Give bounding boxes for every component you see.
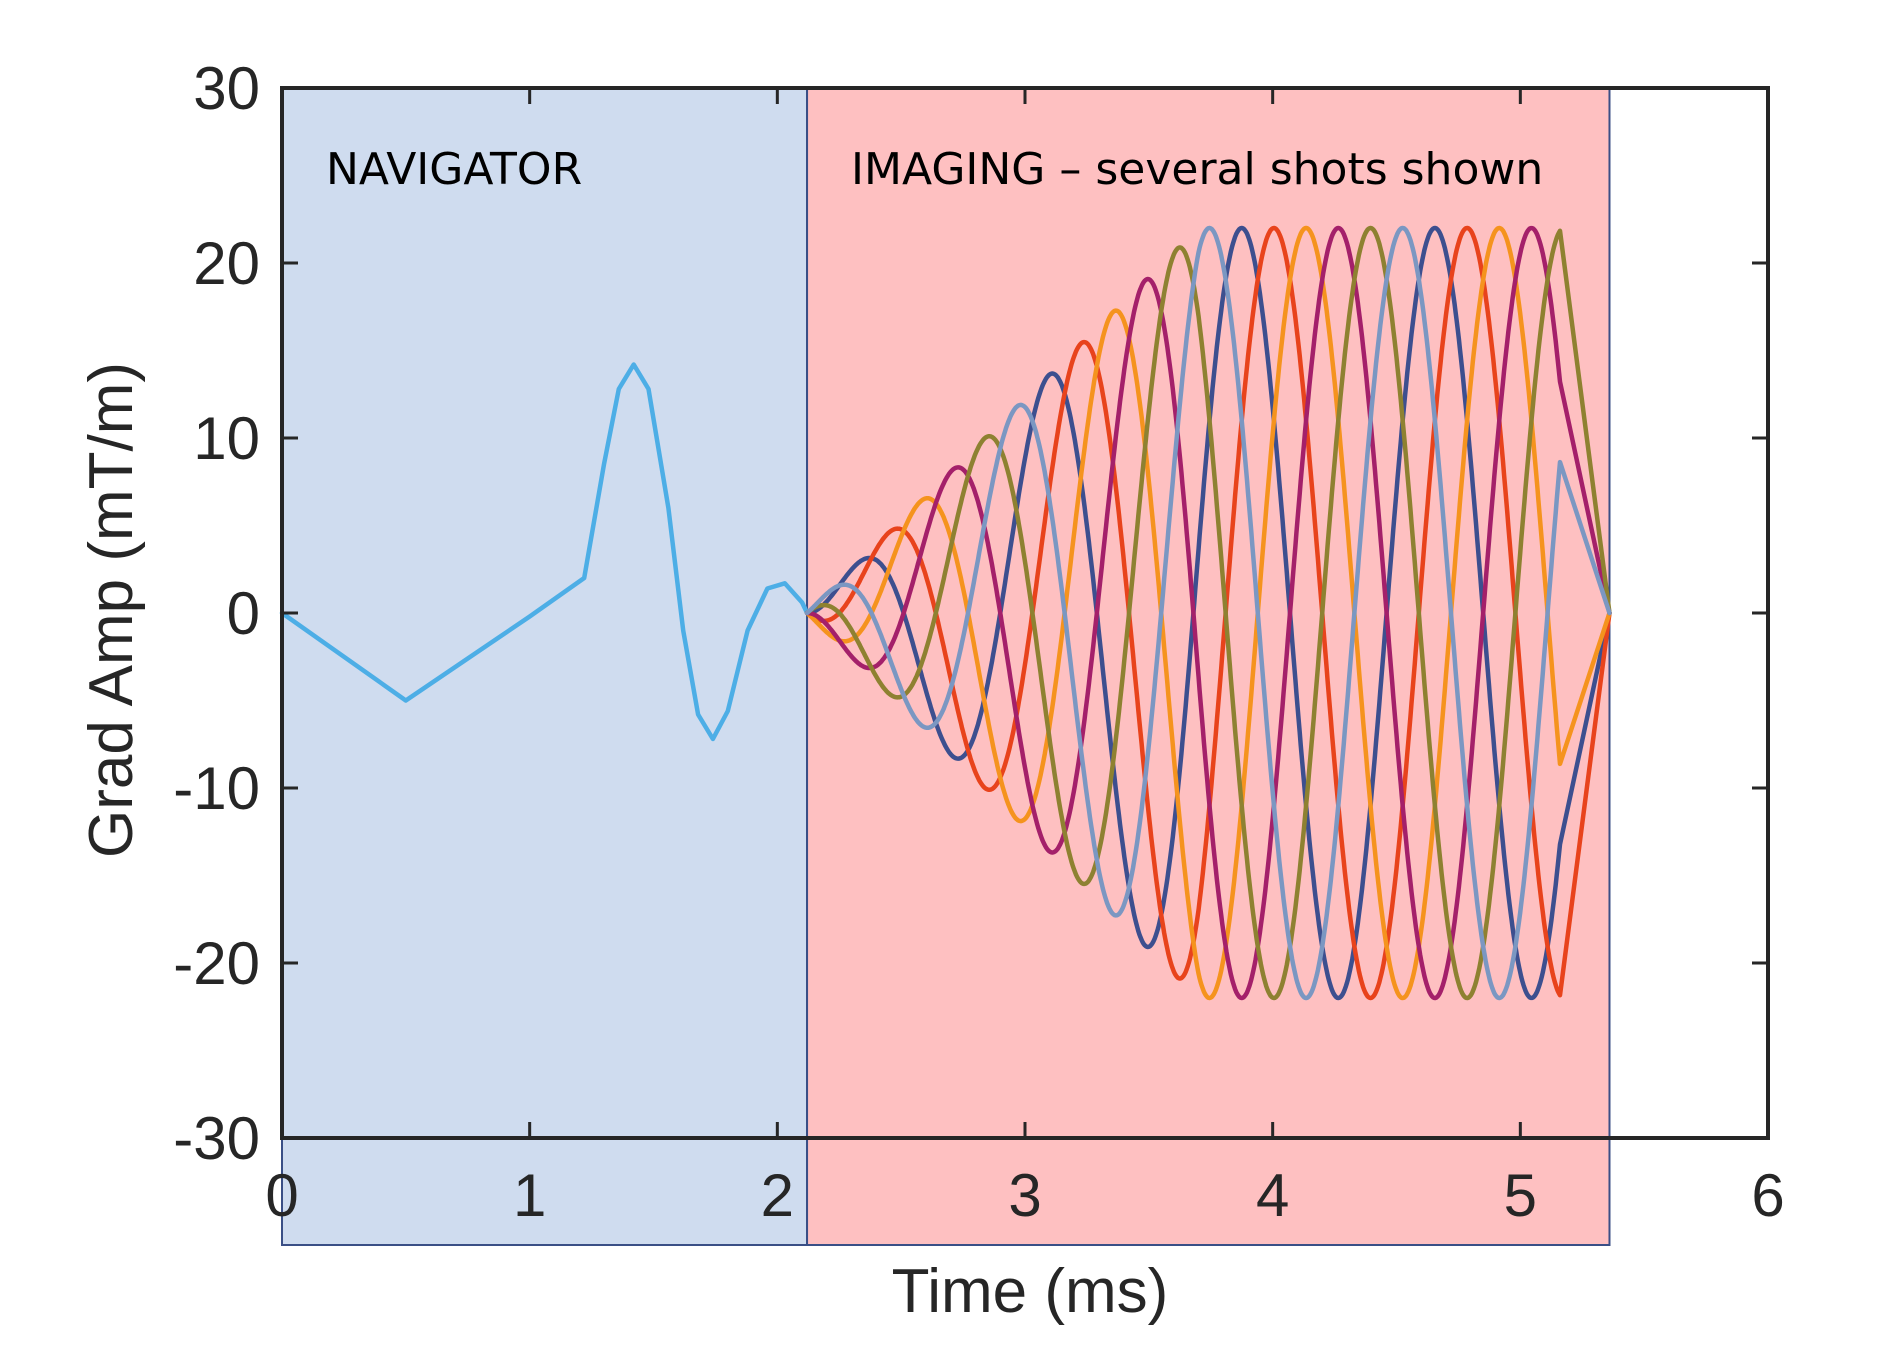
labels-layer: Time (ms) Grad Amp (mT/m) NAVIGATOR IMAGI… (77, 144, 1543, 1326)
regions-layer (281, 87, 1611, 1246)
x-tick-label: 4 (1256, 1162, 1289, 1229)
x-axis-label: Time (ms) (892, 1257, 1169, 1326)
imaging-shot-1-line (804, 225, 1612, 1001)
y-axis-label: Grad Amp (mT/m) (77, 362, 146, 858)
imaging-shot-5-line (804, 225, 1612, 1001)
region-label-navigator: NAVIGATOR (326, 144, 582, 195)
region-imaging (806, 87, 1611, 1246)
axes-layer: 0 1 2 3 4 5 6 -30 -20 -10 0 10 20 30 (173, 55, 1784, 1229)
imaging-shot-4-line (804, 225, 1612, 1001)
x-tick-label: 1 (513, 1162, 546, 1229)
y-tick-label: 20 (193, 230, 260, 297)
x-tick-label: 3 (1008, 1162, 1041, 1229)
x-tick-label: 0 (265, 1162, 298, 1229)
region-navigator (281, 87, 809, 1246)
x-tick-label: 2 (761, 1162, 794, 1229)
y-tick-label: -10 (173, 755, 260, 822)
y-tick-label: -30 (173, 1105, 260, 1172)
x-tick-label: 5 (1504, 1162, 1537, 1229)
y-tick-label: 0 (227, 580, 260, 647)
imaging-shot-6-line (804, 225, 1612, 1001)
region-label-imaging: IMAGING – several shots shown (851, 144, 1543, 195)
x-tick-label: 6 (1751, 1162, 1784, 1229)
y-tick-label: 30 (193, 55, 260, 122)
y-tick-label: -20 (173, 930, 260, 997)
navigator-series-line (279, 362, 810, 742)
series-layer (279, 225, 1612, 1001)
y-tick-label: 10 (193, 405, 260, 472)
